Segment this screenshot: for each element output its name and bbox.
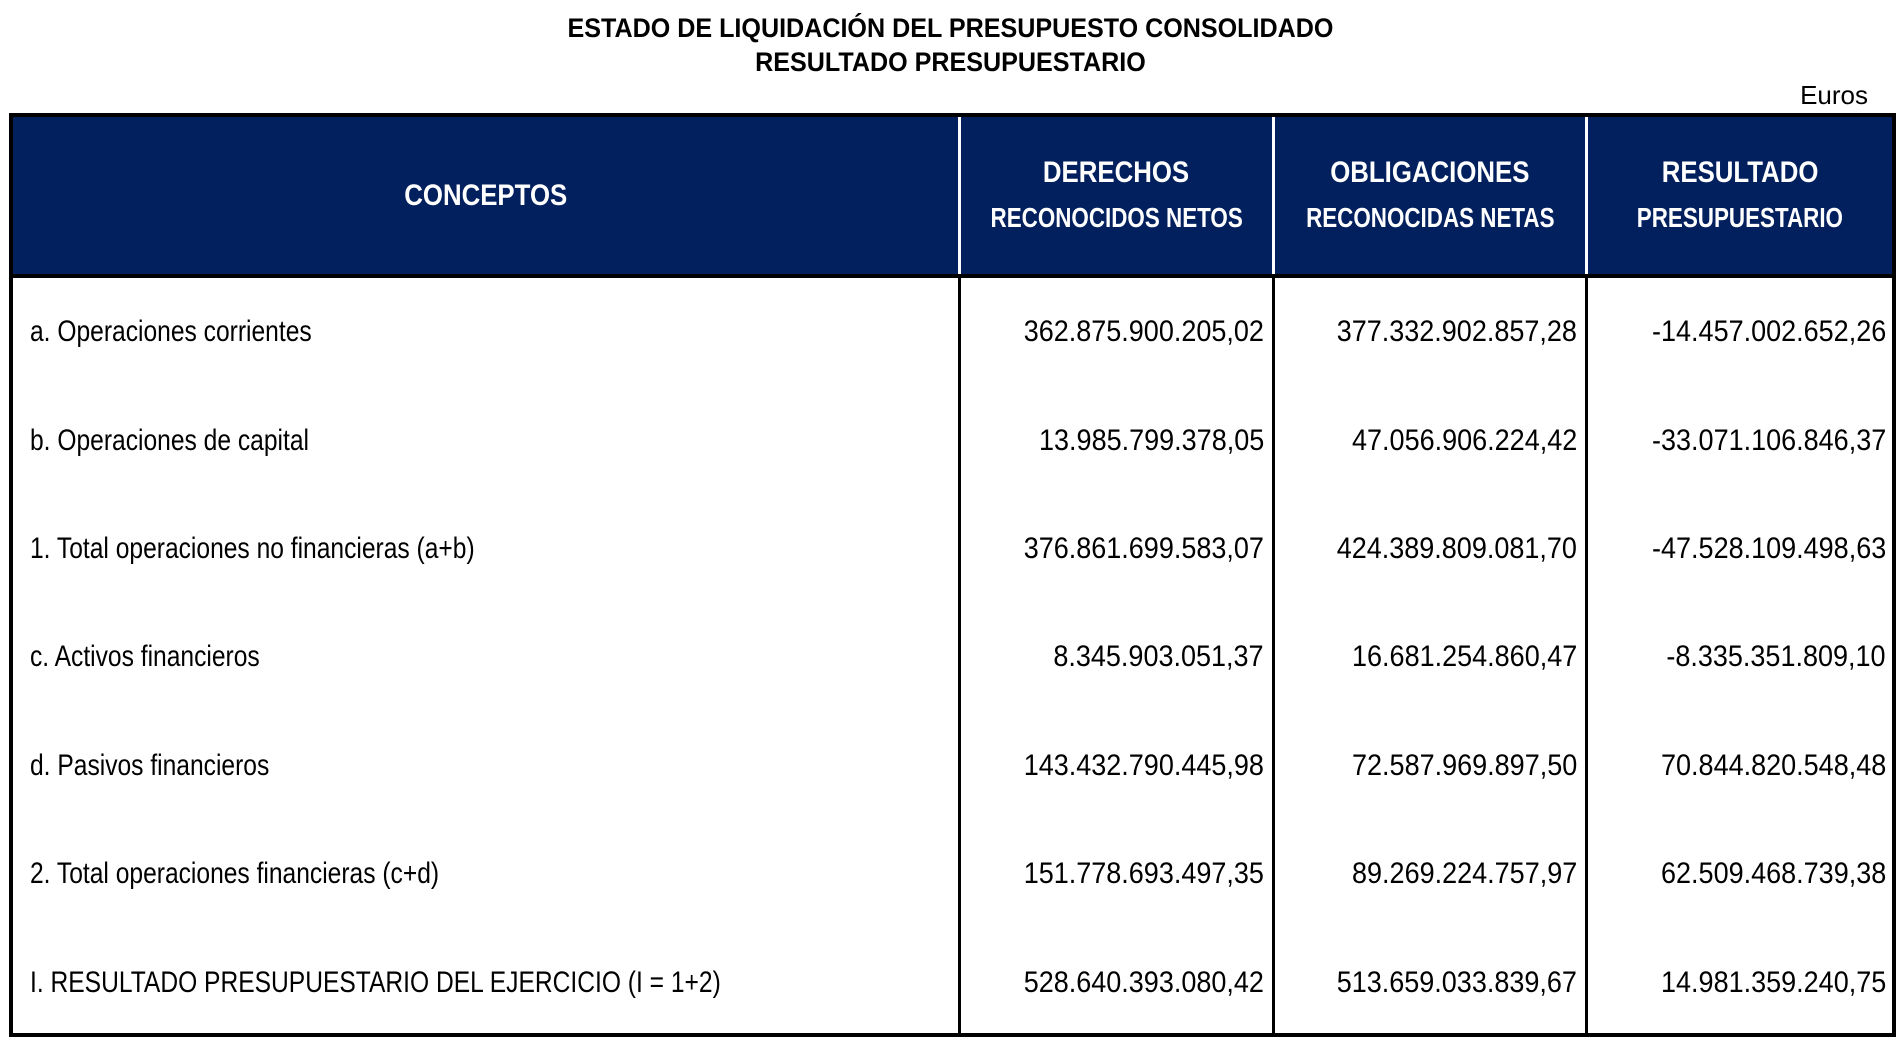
resultado-value: 70.844.820.548,48	[1660, 748, 1886, 782]
concepto-cell: d. Pasivos financieros	[13, 712, 958, 820]
column-header-sublabel: RECONOCIDOS NETOS	[990, 201, 1243, 233]
resultado-value: -8.335.351.809,10	[1666, 640, 1886, 674]
concepto-text: a. Operaciones corrientes	[30, 315, 312, 349]
table-row: b. Operaciones de capital 13.985.799.378…	[13, 386, 1892, 495]
obligaciones-cell: 424.389.809.081,70	[1272, 494, 1585, 604]
table-row: a. Operaciones corrientes 362.875.900.20…	[13, 278, 1892, 387]
table-row: d. Pasivos financieros 143.432.790.445,9…	[13, 711, 1892, 820]
column-header-conceptos: CONCEPTOS	[13, 117, 958, 274]
obligaciones-value: 89.269.224.757,97	[1351, 857, 1577, 891]
column-header-derechos: DERECHOS RECONOCIDOS NETOS	[958, 117, 1272, 274]
obligaciones-cell: 377.332.902.857,28	[1272, 278, 1585, 387]
column-header-sublabel: PRESUPUESTARIO	[1636, 201, 1844, 233]
resultado-cell: -33.071.106.846,37	[1585, 386, 1892, 495]
resultado-cell: -14.457.002.652,26	[1585, 278, 1892, 387]
resultado-value: -33.071.106.846,37	[1651, 423, 1886, 457]
resultado-value: 62.509.468.739,38	[1660, 857, 1886, 891]
column-header-sublabel: RECONOCIDAS NETAS	[1305, 201, 1555, 233]
derechos-value: 8.345.903.051,37	[1053, 640, 1264, 674]
concepto-cell: b. Operaciones de capital	[13, 386, 958, 494]
resultado-cell: 70.844.820.548,48	[1585, 711, 1892, 820]
derechos-cell: 528.640.393.080,42	[958, 928, 1272, 1037]
column-header-resultado: RESULTADO PRESUPUESTARIO	[1585, 117, 1892, 274]
table-row-total: I. RESULTADO PRESUPUESTARIO DEL EJERCICI…	[13, 928, 1892, 1037]
obligaciones-cell: 89.269.224.757,97	[1272, 819, 1585, 929]
concepto-text: 2. Total operaciones financieras (c+d)	[30, 857, 440, 891]
obligaciones-value: 513.659.033.839,67	[1336, 965, 1577, 999]
derechos-value: 151.778.693.497,35	[1023, 857, 1264, 891]
derechos-value: 143.432.790.445,98	[1023, 748, 1264, 782]
column-header-obligaciones: OBLIGACIONES RECONOCIDAS NETAS	[1272, 117, 1585, 274]
concepto-cell: 2. Total operaciones financieras (c+d)	[13, 820, 958, 928]
obligaciones-cell: 72.587.969.897,50	[1272, 711, 1585, 820]
document-subtitle: RESULTADO PRESUPUESTARIO	[755, 47, 1146, 77]
table-row: c. Activos financieros 8.345.903.051,37 …	[13, 603, 1892, 712]
concepto-text: 1. Total operaciones no financieras (a+b…	[30, 531, 475, 565]
column-header-label: OBLIGACIONES	[1330, 155, 1530, 189]
resultado-value: -47.528.109.498,63	[1651, 531, 1886, 565]
derechos-value: 13.985.799.378,05	[1038, 423, 1264, 457]
derechos-value: 528.640.393.080,42	[1023, 965, 1264, 999]
obligaciones-value: 47.056.906.224,42	[1351, 423, 1577, 457]
derechos-cell: 143.432.790.445,98	[958, 711, 1272, 820]
obligaciones-cell: 513.659.033.839,67	[1272, 928, 1585, 1037]
derechos-cell: 151.778.693.497,35	[958, 819, 1272, 929]
derechos-cell: 362.875.900.205,02	[958, 278, 1272, 387]
currency-unit-label: Euros	[1800, 80, 1868, 110]
column-header-label: RESULTADO	[1661, 155, 1819, 189]
resultado-cell: -8.335.351.809,10	[1585, 603, 1892, 712]
obligaciones-value: 16.681.254.860,47	[1351, 640, 1577, 674]
resultado-cell: 62.509.468.739,38	[1585, 819, 1892, 929]
obligaciones-value: 377.332.902.857,28	[1336, 315, 1577, 349]
concepto-cell: I. RESULTADO PRESUPUESTARIO DEL EJERCICI…	[13, 928, 958, 1036]
resultado-cell: -47.528.109.498,63	[1585, 494, 1892, 604]
column-header-label: DERECHOS	[1043, 155, 1190, 189]
derechos-cell: 13.985.799.378,05	[958, 386, 1272, 495]
resultado-value: 14.981.359.240,75	[1660, 965, 1886, 999]
concepto-text: c. Activos financieros	[30, 640, 260, 674]
concepto-text: I. RESULTADO PRESUPUESTARIO DEL EJERCICI…	[30, 965, 721, 999]
obligaciones-value: 424.389.809.081,70	[1336, 531, 1577, 565]
document-title: ESTADO DE LIQUIDACIÓN DEL PRESUPUESTO CO…	[567, 13, 1334, 43]
resultado-cell: 14.981.359.240,75	[1585, 928, 1892, 1037]
resultado-value: -14.457.002.652,26	[1651, 315, 1886, 349]
table-row: 1. Total operaciones no financieras (a+b…	[13, 494, 1892, 604]
concepto-text: d. Pasivos financieros	[30, 748, 270, 782]
derechos-cell: 8.345.903.051,37	[958, 603, 1272, 712]
derechos-cell: 376.861.699.583,07	[958, 494, 1272, 604]
concepto-cell: a. Operaciones corrientes	[13, 278, 958, 386]
table-body: a. Operaciones corrientes 362.875.900.20…	[13, 278, 1892, 1037]
concepto-text: b. Operaciones de capital	[30, 423, 309, 457]
derechos-value: 362.875.900.205,02	[1023, 315, 1264, 349]
obligaciones-cell: 47.056.906.224,42	[1272, 386, 1585, 495]
derechos-value: 376.861.699.583,07	[1023, 531, 1264, 565]
table-row: 2. Total operaciones financieras (c+d) 1…	[13, 819, 1892, 929]
obligaciones-value: 72.587.969.897,50	[1351, 748, 1577, 782]
obligaciones-cell: 16.681.254.860,47	[1272, 603, 1585, 712]
budget-result-table: CONCEPTOS DERECHOS RECONOCIDOS NETOS OBL…	[9, 113, 1896, 1037]
column-header-label: CONCEPTOS	[404, 178, 567, 212]
concepto-cell: 1. Total operaciones no financieras (a+b…	[13, 495, 958, 603]
concepto-cell: c. Activos financieros	[13, 603, 958, 711]
table-header: CONCEPTOS DERECHOS RECONOCIDOS NETOS OBL…	[13, 117, 1892, 278]
